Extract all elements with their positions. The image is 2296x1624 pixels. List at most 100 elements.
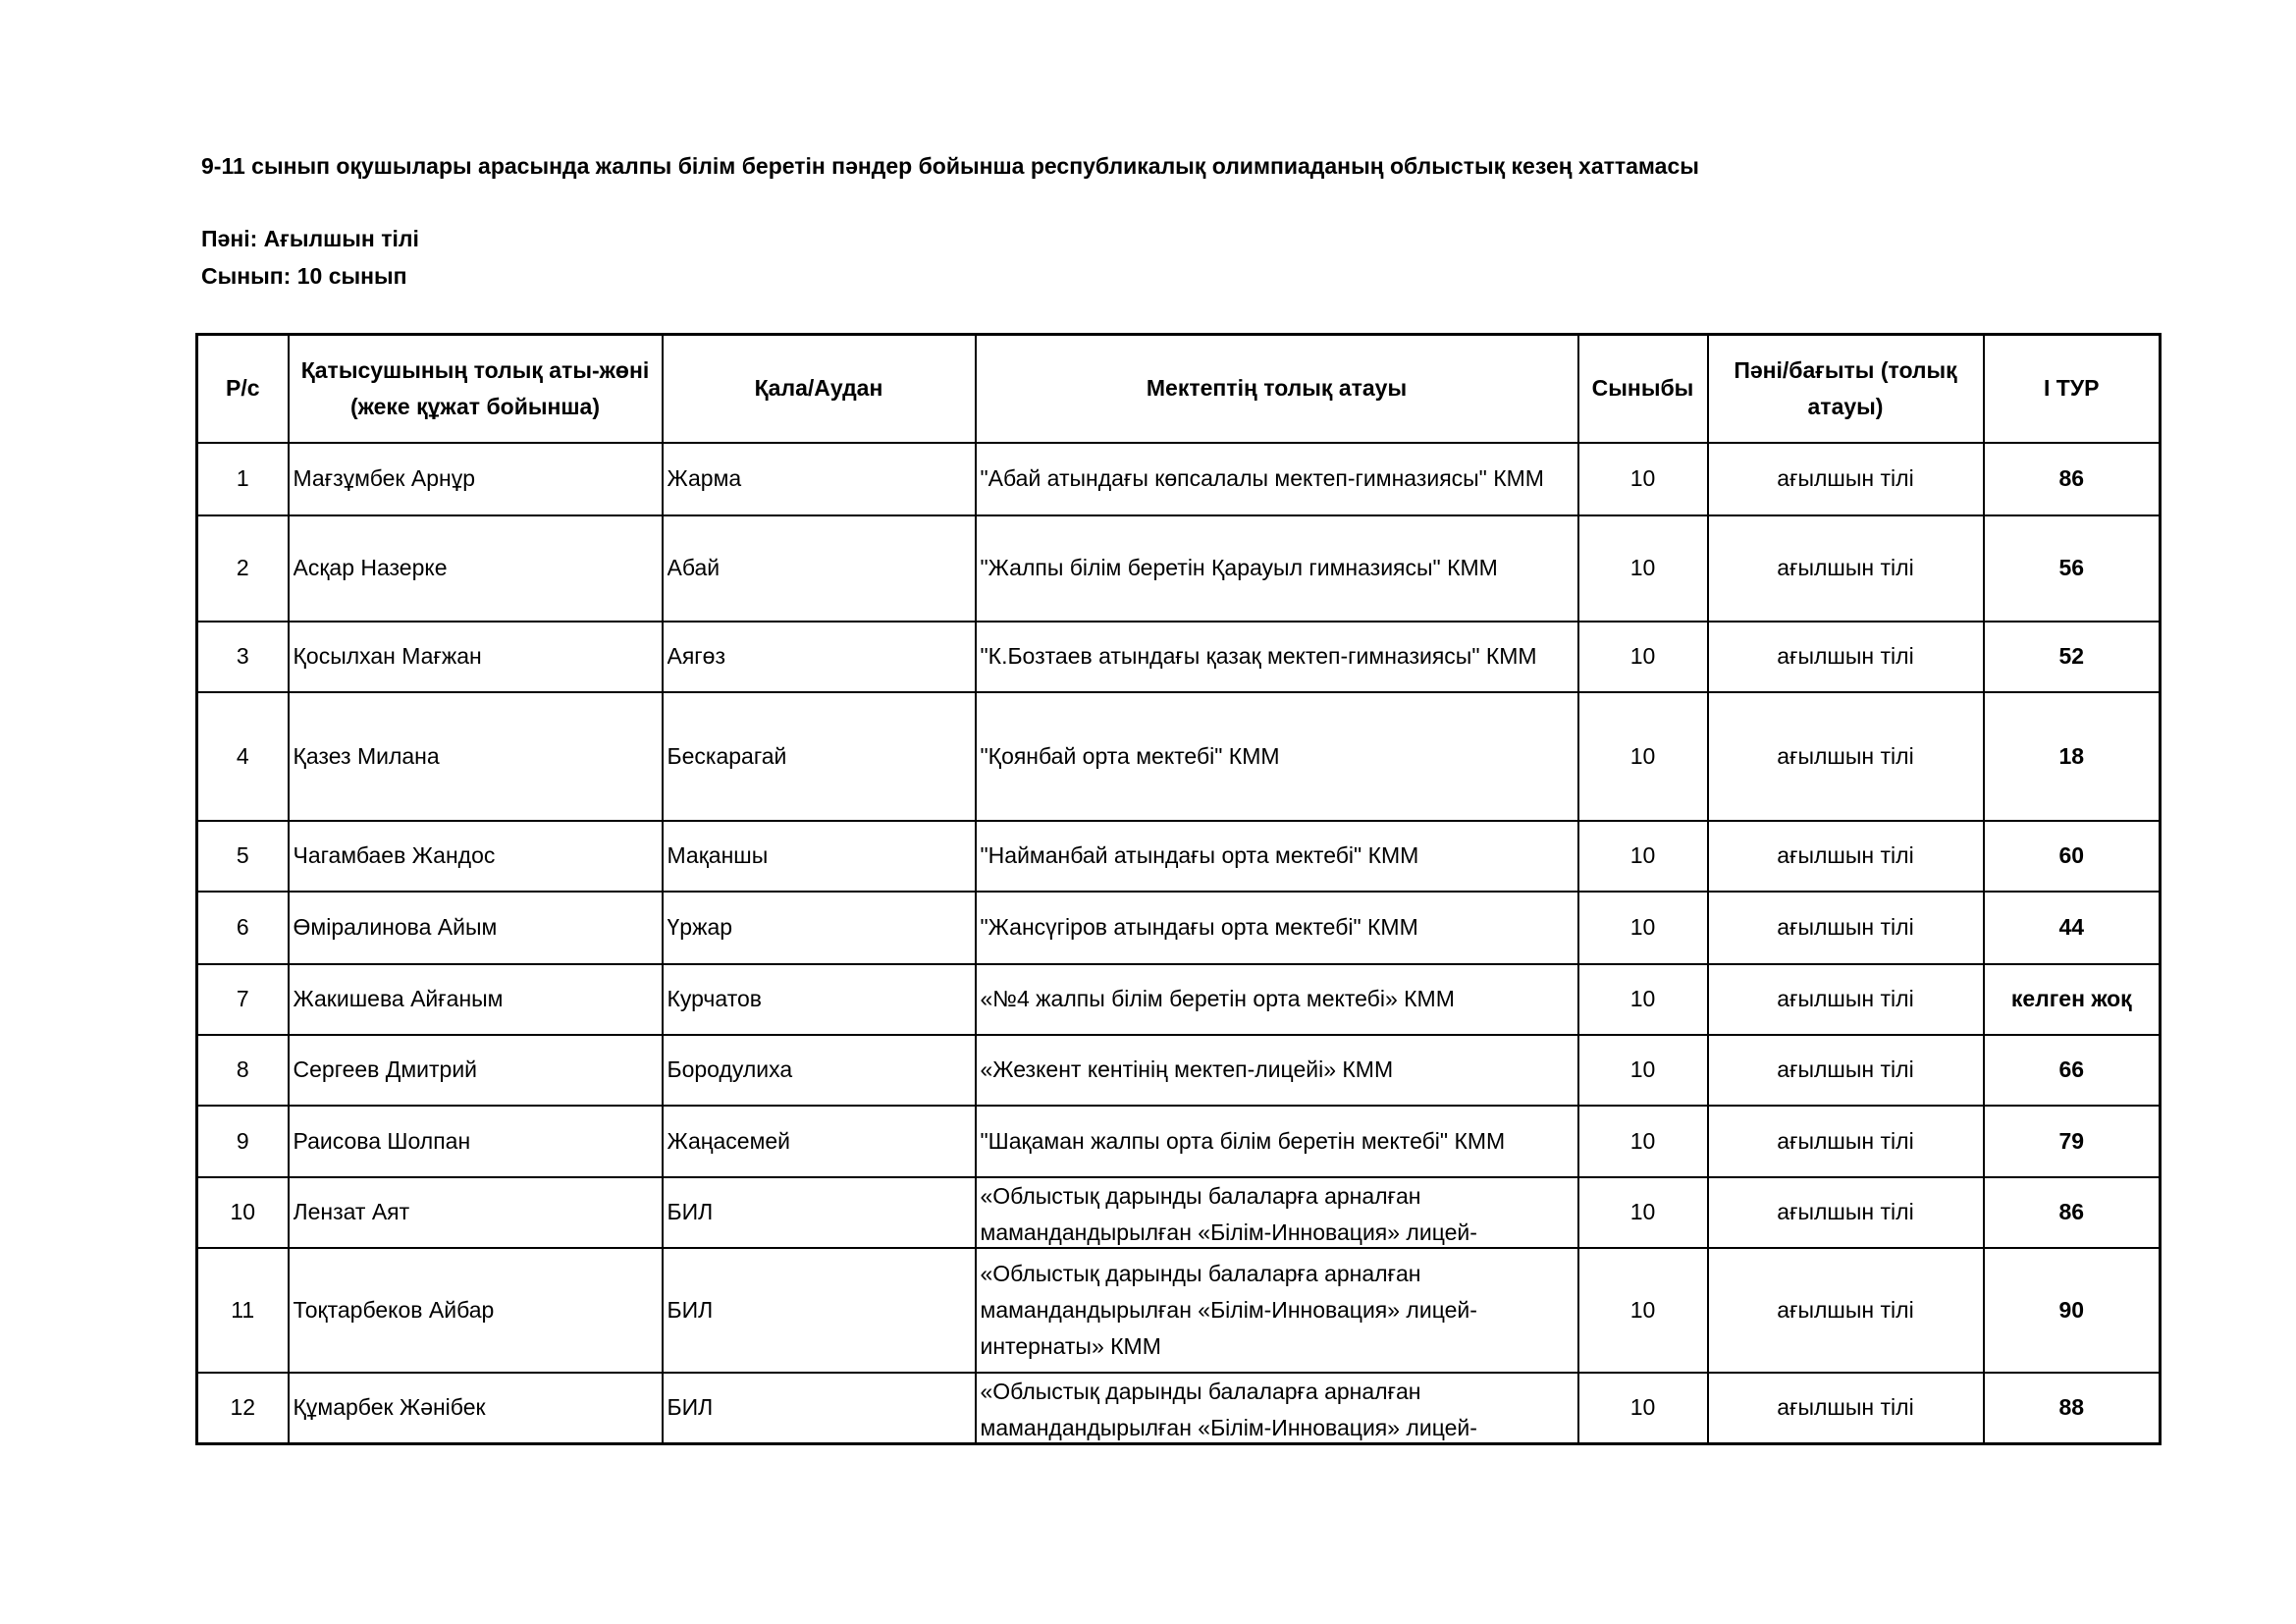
column-header: Қатысушының толық аты-жөні (жеке құжат б… [287,333,664,444]
table-cell: ағылшын тілі [1706,690,1985,822]
cell-text: 90 [2058,1296,2085,1323]
table-cell: Чагамбаев Жандос [287,819,664,893]
cell-text: Мақаншы [667,842,769,868]
cell-text: 4 [236,742,249,769]
cell-text: 88 [2058,1394,2085,1420]
table-cell: 10 [195,1175,290,1249]
cell-text: ағылшын тілі [1777,1199,1914,1224]
cell-text: ағылшын тілі [1777,1296,1914,1323]
cell-text: БИЛ [667,1394,714,1420]
table-cell: Бородулиха [661,1033,977,1107]
cell-text: "Найманбай атындағы орта мектебі" КММ [980,842,1419,868]
cell-text: «Облыстық дарынды балаларға арналған мам… [980,1182,1477,1245]
cell-text: 10 [1629,465,1656,491]
table-cell: 6 [195,890,290,965]
column-header: Пәні/бағыты (толық атауы) [1706,333,1985,444]
table-cell: 2 [195,514,290,623]
cell-text: 44 [2058,914,2085,940]
table-cell: «Жезкент кентінің мектеп-лицейі» КММ [974,1033,1579,1107]
cell-text: Асқар Назерке [293,555,448,580]
table-cell: 10 [1576,1246,1709,1374]
cell-text: келген жоқ [2010,986,2132,1011]
cell-text: «№4 жалпы білім беретін орта мектебі» КМ… [980,986,1455,1011]
cell-text: "Абай атындағы көпсалалы мектеп-гимназия… [980,465,1544,491]
cell-text: 10 [1629,643,1656,669]
table-cell: Курчатов [661,962,977,1036]
cell-text: Қосылхан Мағжан [293,643,482,669]
cell-text: 10 [1629,1296,1656,1323]
cell-text: "Жансүгіров атындағы орта мектебі" КММ [980,914,1418,940]
table-cell: 10 [1576,1175,1709,1249]
cell-text: ағылшын тілі [1777,842,1914,868]
table-cell: Асқар Назерке [287,514,664,623]
table-cell: 44 [1982,890,2162,965]
cell-text: 10 [1629,1394,1656,1420]
cell-text: Құмарбек Жәнібек [293,1394,486,1420]
cell-text: 10 [1629,742,1656,769]
cell-text: 7 [236,986,249,1011]
table-cell: Жарма [661,441,977,516]
subject: Пәні: Ағылшын тілі [201,226,419,251]
table-row: 7 Жакишева Айғаным Курчатов «№4 жалпы білім… [195,962,2162,1036]
table-cell: ағылшын тілі [1706,1371,1985,1444]
table-cell: Жаңасемей [661,1104,977,1178]
cell-text: «Облыстық дарынды балаларға арналған мам… [980,1260,1477,1359]
cell-text: ағылшын тілі [1777,555,1914,580]
header-row: Р/с Қатысушының толық аты-жөні (жеке құжа… [195,333,2162,444]
cell-text: «Жезкент кентінің мектеп-лицейі» КММ [980,1056,1394,1082]
table-cell: «Облыстық дарынды балаларға арналған мам… [974,1371,1579,1444]
cell-text: 12 [230,1394,256,1420]
table-cell: 88 [1982,1371,2162,1444]
cell-text: ағылшын тілі [1777,1056,1914,1082]
table-row: 10 Лензат Аят БИЛ «Облыстық дарынды балалар… [195,1175,2162,1249]
table-row: 4 Қазез Милана Бескарагай "Қоянбай орта мек… [195,690,2162,822]
cell-text: Чагамбаев Жандос [293,842,496,868]
table-cell: "Жалпы білім беретін Қарауыл гимназиясы"… [974,514,1579,623]
cell-text: "Қоянбай орта мектебі" КММ [980,742,1280,769]
table-cell: 8 [195,1033,290,1107]
cell-text: Тоқтарбеков Айбар [293,1296,495,1323]
cell-text: ағылшын тілі [1777,914,1914,940]
table-cell: 79 [1982,1104,2162,1178]
cell-text: Сергеев Дмитрий [293,1056,478,1082]
cell-text: ағылшын тілі [1777,986,1914,1011]
table-cell: 10 [1576,819,1709,893]
table-cell: ағылшын тілі [1706,1175,1985,1249]
table-cell: Өміралинова Айым [287,890,664,965]
cell-text: Жаңасемей [667,1127,791,1154]
table-cell: Тоқтарбеков Айбар [287,1246,664,1374]
table-cell: 3 [195,620,290,693]
table-cell: Раисова Шолпан [287,1104,664,1178]
cell-text: 10 [1629,1056,1656,1082]
cell-text: 10 [1629,1199,1656,1224]
table-cell: ағылшын тілі [1706,1104,1985,1178]
column-header: Қала/Аудан [661,333,977,444]
cell-text: Бородулиха [667,1056,793,1082]
table-cell: 10 [1576,441,1709,516]
table-row: 1 Мағзұмбек Арнұр Жарма "Абай атындағы көпс… [195,441,2162,516]
table-cell: 90 [1982,1246,2162,1374]
table-row: 2 Асқар Назерке Абай "Жалпы білім беретін Қ… [195,514,2162,623]
cell-text: Мағзұмбек Арнұр [293,465,475,491]
cell-text: Жарма [667,465,742,491]
table-cell: БИЛ [661,1246,977,1374]
table-cell: ағылшын тілі [1706,441,1985,516]
cell-text: 1 [236,465,249,491]
table-cell: 56 [1982,514,2162,623]
cell-text: ағылшын тілі [1777,742,1914,769]
cell-text: 8 [236,1056,249,1082]
cell-text: "К.Бозтаев атындағы қазақ мектеп-гимнази… [980,643,1537,669]
table-cell: Қазез Милана [287,690,664,822]
table-cell: ағылшын тілі [1706,1246,1985,1374]
table-cell: 4 [195,690,290,822]
table-cell: келген жоқ [1982,962,2162,1036]
results-table: Р/с Қатысушының толық аты-жөні (жеке құжа… [195,333,2162,1445]
table-cell: Мақаншы [661,819,977,893]
table-cell: БИЛ [661,1175,977,1249]
table-cell: Мағзұмбек Арнұр [287,441,664,516]
cell-text: Үржар [667,914,733,940]
table-cell: «№4 жалпы білім беретін орта мектебі» КМ… [974,962,1579,1036]
table-cell: Абай [661,514,977,623]
table-cell: 10 [1576,1371,1709,1444]
table-cell: Жакишева Айғаным [287,962,664,1036]
